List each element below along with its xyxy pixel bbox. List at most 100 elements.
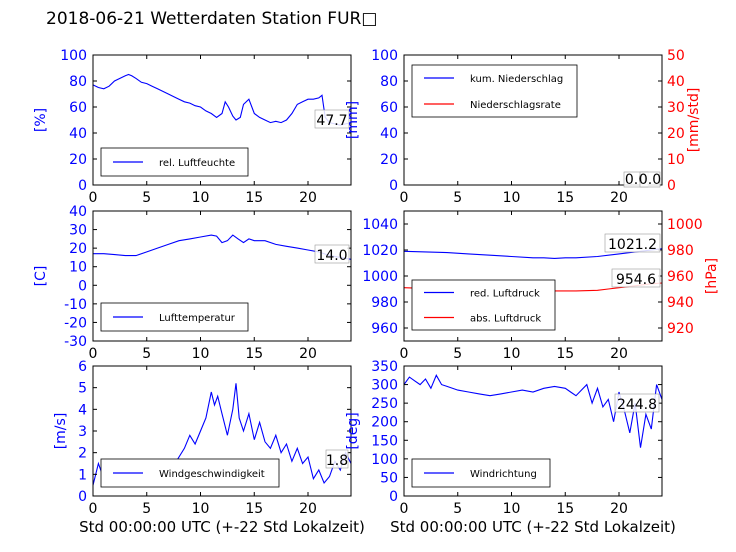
y2-tick-label: 1000 — [667, 217, 703, 233]
y-axis-label: [deg] — [345, 412, 361, 449]
value-box — [614, 393, 660, 413]
x-tick-label: 0 — [400, 190, 409, 206]
value-label: 1.8 — [326, 453, 348, 469]
y-tick-label: 250 — [371, 396, 398, 412]
y-tick-label: 1000 — [362, 269, 398, 285]
plot-frame — [403, 365, 663, 497]
y-tick-label: 150 — [371, 433, 398, 449]
panel-wind-speed: 0 5 10 15 20 0 1 2 3 4 5 6 [m/s] Std 00:00:00 UTC (+-… — [53, 359, 365, 536]
x-tick-label: 20 — [610, 190, 628, 206]
series-line-0 — [403, 248, 663, 259]
x-tick-label: 5 — [453, 346, 462, 362]
y-tick-label: 4 — [78, 402, 87, 418]
x-tick-label: 10 — [503, 501, 521, 517]
x-tick-label: 15 — [556, 501, 574, 517]
value-box-2 — [611, 268, 661, 288]
value-box-2 — [639, 171, 661, 188]
legend: Windrichtung — [411, 458, 551, 488]
y-tick-label: 0 — [78, 178, 87, 194]
y-tick-label: 0 — [389, 489, 398, 505]
x-tick-label: 15 — [245, 501, 263, 517]
y2-tick-label: 10 — [667, 152, 685, 168]
value-label: 244.8 — [617, 397, 657, 413]
value-box — [325, 449, 349, 469]
x-tick-label: 20 — [610, 501, 628, 517]
plot-frame — [403, 54, 663, 186]
x-tick-label: 10 — [503, 190, 521, 206]
x-tick-label: 0 — [400, 501, 409, 517]
y-tick-label: 6 — [78, 359, 87, 375]
series-line-0 — [92, 73, 352, 126]
y-axis-label: [%] — [33, 108, 49, 132]
plot-frame — [92, 54, 352, 186]
y-axis-label: [m/s] — [53, 413, 69, 450]
y-tick-label: 3 — [78, 424, 87, 440]
x-tick-label: 5 — [142, 501, 151, 517]
value-label: 1021.2 — [608, 237, 657, 253]
legend-label: Lufttemperatur — [159, 313, 236, 324]
y-tick-label: 20 — [69, 152, 87, 168]
y2-tick-label: 40 — [667, 74, 685, 90]
series-line-0 — [403, 374, 663, 448]
x-tick-label: 5 — [453, 501, 462, 517]
x-tick-label: 15 — [245, 346, 263, 362]
y-tick-label: -10 — [64, 297, 87, 313]
legend-label: Windgeschwindigkeit — [159, 469, 265, 480]
legend-label: kum. Niederschlag — [470, 74, 563, 85]
x-tick-label: 0 — [89, 190, 98, 206]
x-tick-label: 15 — [556, 190, 574, 206]
legend: Lufttemperatur — [100, 302, 249, 332]
legend-box — [411, 279, 556, 331]
legend: kum. Niederschlag Niederschlagsrate — [411, 64, 578, 118]
value-box — [604, 233, 661, 253]
y2-tick-label: 980 — [667, 243, 694, 259]
y-tick-label: -30 — [64, 334, 87, 350]
y-tick-label: -20 — [64, 315, 87, 331]
y-tick-label: 0 — [78, 489, 87, 505]
y-tick-label: 960 — [371, 321, 398, 337]
x-tick-label: 0 — [89, 501, 98, 517]
value-label-2: 954.6 — [616, 272, 656, 288]
y-tick-label: 80 — [69, 74, 87, 90]
figure-title: 2018-06-21 Wetterdaten Station FUR□ — [46, 9, 378, 29]
y2-tick-label: 940 — [667, 295, 694, 311]
x-tick-label: 20 — [610, 346, 628, 362]
y-tick-label: 5 — [78, 381, 87, 397]
y-tick-label: 50 — [380, 470, 398, 486]
y2-tick-label: 960 — [667, 269, 694, 285]
y-tick-label: 60 — [69, 100, 87, 116]
x-axis-label: Std 00:00:00 UTC (+-22 Std Lokalzeit) — [79, 518, 365, 536]
x-tick-label: 20 — [299, 346, 317, 362]
x-tick-label: 10 — [192, 501, 210, 517]
legend-box — [411, 64, 578, 118]
y2-tick-label: 920 — [667, 321, 694, 337]
panel-temperature: 0 5 10 15 20 -30 -20 -10 0 10 20 30 40 [C] Lufttempera… — [33, 204, 352, 362]
y-tick-label: 1 — [78, 467, 87, 483]
y-tick-label: 1040 — [362, 217, 398, 233]
x-axis-label: Std 00:00:00 UTC (+-22 Std Lokalzeit) — [390, 518, 676, 536]
y2-tick-label: 20 — [667, 126, 685, 142]
y-tick-label: 60 — [380, 100, 398, 116]
x-tick-label: 15 — [556, 346, 574, 362]
y-tick-label: 100 — [371, 452, 398, 468]
y2-tick-label: 0 — [667, 178, 676, 194]
legend-label: red. Luftdruck — [470, 289, 540, 300]
y-axis-label: [C] — [33, 266, 49, 287]
value-label: 14.0 — [316, 248, 347, 264]
x-tick-label: 20 — [299, 501, 317, 517]
legend: rel. Luftfeuchte — [100, 147, 249, 177]
x-tick-label: 10 — [503, 346, 521, 362]
y-tick-label: 20 — [380, 152, 398, 168]
value-box — [314, 244, 350, 264]
y-tick-label: 40 — [380, 126, 398, 142]
value-label-2: 0.0 — [639, 172, 661, 188]
y-tick-label: 0 — [389, 178, 398, 194]
x-tick-label: 0 — [400, 346, 409, 362]
y2-axis-label: [mm/std] — [686, 88, 702, 153]
value-label: 47.7 — [316, 113, 347, 129]
legend-label: Windrichtung — [470, 469, 537, 480]
y-tick-label: 30 — [69, 223, 87, 239]
y-tick-label: 2 — [78, 446, 87, 462]
legend: Windgeschwindigkeit — [100, 458, 280, 488]
x-tick-label: 5 — [142, 346, 151, 362]
